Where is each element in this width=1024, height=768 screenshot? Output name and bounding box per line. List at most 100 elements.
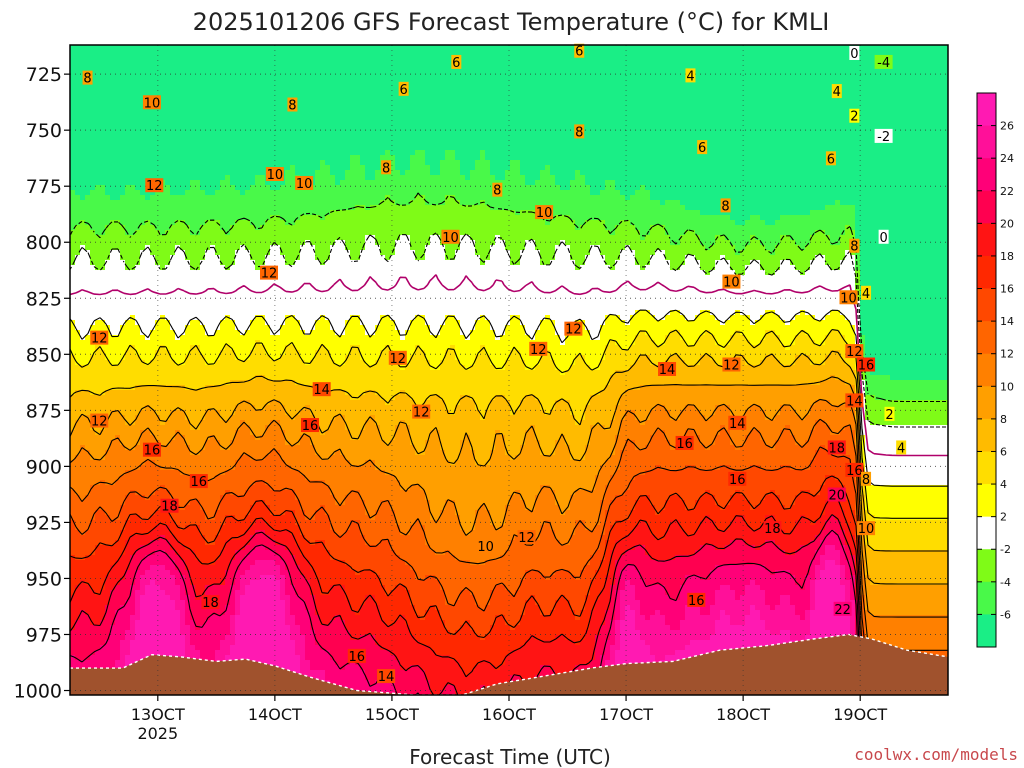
field-cell bbox=[365, 460, 371, 516]
field-cell bbox=[120, 505, 126, 531]
field-cell bbox=[265, 560, 271, 576]
field-cell bbox=[605, 510, 611, 541]
field-cell bbox=[575, 620, 581, 646]
field-cell bbox=[785, 510, 791, 536]
field-cell bbox=[430, 550, 436, 576]
field-cell bbox=[865, 575, 871, 611]
field-cell bbox=[465, 235, 471, 341]
field-cell bbox=[860, 525, 866, 561]
field-cell bbox=[785, 350, 791, 366]
field-cell bbox=[790, 530, 796, 556]
field-cell bbox=[635, 570, 641, 601]
field-cell bbox=[495, 530, 501, 561]
field-cell bbox=[755, 385, 761, 406]
contour-label-bg bbox=[728, 415, 747, 430]
field-cell bbox=[485, 320, 491, 356]
field-cell bbox=[130, 555, 136, 586]
y-tick-label: 925 bbox=[26, 512, 62, 534]
field-cell bbox=[675, 630, 681, 651]
field-cell bbox=[445, 410, 451, 461]
field-cell bbox=[595, 570, 601, 601]
field-cell bbox=[655, 250, 661, 321]
contour-label: 10 bbox=[442, 231, 459, 246]
x-tick-year: 2025 bbox=[137, 724, 178, 743]
field-cell bbox=[765, 45, 771, 226]
field-cell bbox=[285, 625, 291, 695]
field-cell bbox=[445, 655, 451, 686]
field-cell bbox=[620, 220, 626, 251]
field-cell bbox=[125, 450, 131, 471]
field-cell bbox=[850, 600, 856, 641]
field-cell bbox=[800, 590, 806, 621]
field-cell bbox=[115, 540, 121, 561]
field-cell bbox=[240, 535, 246, 551]
field-cell bbox=[750, 235, 756, 261]
field-cell bbox=[105, 45, 111, 196]
field-cell bbox=[290, 445, 296, 471]
field-cell bbox=[205, 565, 211, 586]
field-cell bbox=[210, 545, 216, 566]
field-cell bbox=[690, 555, 696, 576]
field-cell bbox=[270, 540, 276, 551]
field-cell bbox=[450, 415, 456, 466]
field-cell bbox=[350, 520, 356, 571]
field-cell bbox=[220, 615, 226, 641]
field-cell bbox=[120, 475, 126, 506]
field-cell bbox=[425, 645, 431, 681]
field-cell bbox=[840, 335, 846, 361]
field-cell bbox=[590, 370, 596, 396]
field-cell bbox=[290, 420, 296, 446]
field-cell bbox=[760, 565, 766, 591]
field-cell bbox=[365, 680, 371, 695]
field-cell bbox=[145, 405, 151, 431]
field-cell bbox=[570, 325, 576, 366]
field-cell bbox=[700, 215, 706, 246]
field-cell bbox=[915, 520, 921, 551]
field-cell bbox=[585, 445, 591, 491]
field-cell bbox=[470, 595, 476, 631]
field-cell bbox=[915, 615, 921, 651]
field-cell bbox=[435, 205, 441, 236]
field-cell bbox=[500, 395, 506, 436]
field-cell bbox=[325, 350, 331, 391]
field-cell bbox=[820, 540, 826, 556]
field-cell bbox=[445, 500, 451, 551]
field-cell bbox=[125, 570, 131, 601]
field-cell bbox=[715, 215, 721, 236]
field-cell bbox=[880, 520, 886, 551]
field-cell bbox=[735, 420, 741, 451]
field-cell bbox=[630, 610, 636, 695]
field-cell bbox=[635, 545, 641, 571]
field-cell bbox=[565, 45, 571, 191]
field-cell bbox=[570, 460, 576, 496]
field-cell bbox=[160, 505, 166, 526]
field-cell bbox=[590, 45, 596, 196]
field-cell bbox=[390, 550, 396, 591]
field-cell bbox=[85, 585, 91, 616]
field-cell bbox=[90, 485, 96, 521]
contour-label-bg bbox=[728, 471, 747, 486]
field-cell bbox=[820, 230, 826, 256]
field-cell bbox=[580, 520, 586, 571]
colorbar-bin bbox=[977, 190, 996, 224]
field-cell bbox=[705, 420, 711, 451]
field-cell bbox=[315, 480, 321, 511]
field-cell bbox=[515, 490, 521, 536]
field-cell bbox=[235, 615, 241, 695]
field-cell bbox=[810, 560, 816, 581]
contour-label-bg bbox=[896, 440, 907, 455]
field-cell bbox=[195, 320, 201, 346]
field-cell bbox=[715, 45, 721, 216]
field-cell bbox=[945, 615, 948, 651]
field-cell bbox=[80, 445, 86, 501]
field-cell bbox=[85, 365, 91, 391]
field-cell bbox=[755, 585, 761, 611]
field-cell bbox=[500, 555, 506, 586]
field-cell bbox=[405, 45, 411, 171]
field-cell bbox=[840, 405, 846, 431]
field-cell bbox=[190, 585, 196, 621]
field-cell bbox=[270, 215, 276, 246]
field-cell bbox=[880, 585, 886, 616]
field-cell bbox=[75, 390, 81, 421]
field-cell bbox=[190, 270, 196, 321]
